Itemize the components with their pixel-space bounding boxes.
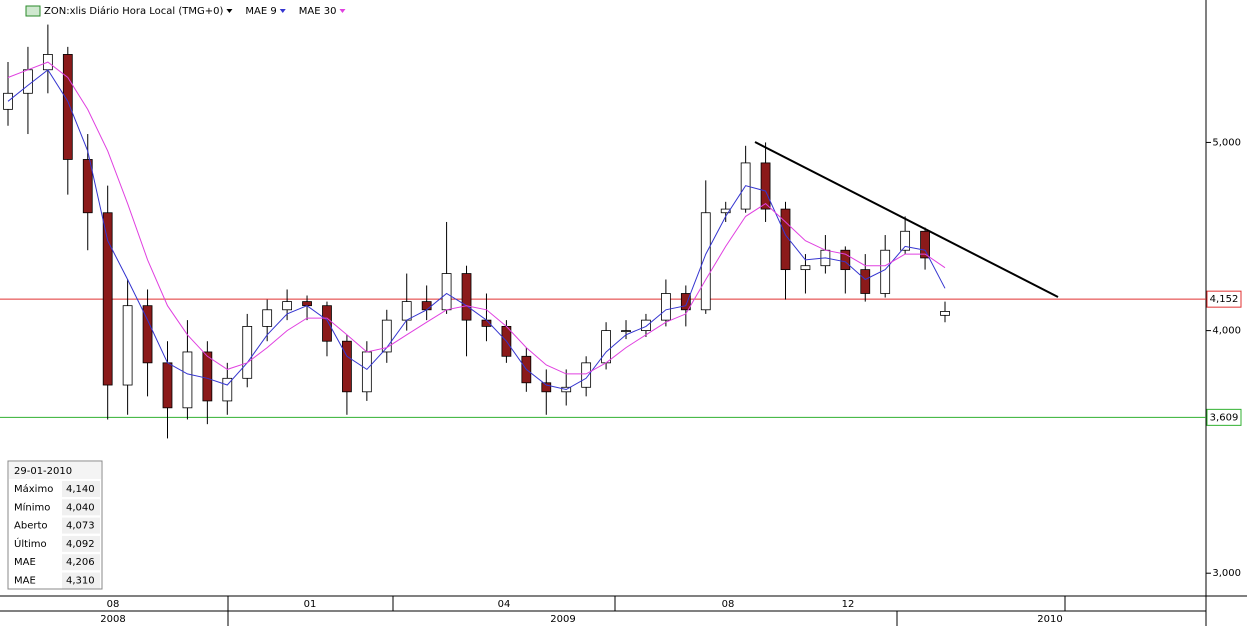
candle-body	[541, 382, 552, 393]
info-value: 4,140	[66, 484, 95, 495]
x-tick-label: 04	[498, 599, 511, 610]
candle-body	[202, 351, 213, 402]
info-value: 4,206	[66, 557, 95, 568]
candle-body	[142, 305, 153, 364]
trend-line	[754, 141, 1059, 298]
candle-body	[3, 92, 13, 110]
candle-body	[581, 362, 592, 388]
year-label: 2009	[550, 614, 575, 625]
candle-body	[361, 351, 372, 393]
y-tick-label: 3,000	[1212, 568, 1241, 579]
candle-body	[381, 319, 392, 353]
candle-body	[661, 293, 671, 321]
info-value: 4,310	[66, 576, 95, 587]
info-value-bg	[62, 499, 100, 516]
legend-dropdown[interactable]	[339, 9, 346, 13]
candle-body	[680, 293, 691, 311]
info-value-bg	[62, 517, 100, 534]
legend-entry[interactable]: MAE 9	[245, 6, 276, 17]
info-label: Aberto	[14, 521, 48, 532]
candle-body	[302, 301, 312, 307]
candle-body	[940, 311, 950, 316]
candle-body	[621, 330, 631, 333]
candle-body	[780, 208, 791, 271]
x-tick-label: 01	[304, 599, 317, 610]
legend-entry[interactable]: ZON:xlis Diário Hora Local (TMG+0)	[44, 5, 224, 17]
info-value-bg	[62, 572, 100, 589]
candle-body	[601, 330, 611, 364]
info-label: Máximo	[14, 483, 53, 495]
candle-body	[62, 54, 73, 160]
level-label-box	[1206, 408, 1242, 426]
candle-body	[82, 159, 93, 214]
info-value-bg	[62, 535, 100, 552]
candle-body	[700, 212, 711, 311]
info-date-bg	[9, 462, 101, 479]
candle-body	[860, 269, 871, 294]
info-value-bg	[62, 554, 100, 571]
candle-body	[182, 351, 193, 409]
candle-body	[122, 305, 133, 386]
info-value: 4,073	[66, 521, 95, 532]
candle-body	[800, 265, 811, 271]
x-tick-label: 08	[107, 599, 120, 610]
candle-body	[720, 208, 731, 214]
x-tick-label: 08	[722, 599, 735, 610]
moving-average-line	[7, 61, 946, 375]
legend-dropdown[interactable]	[226, 9, 233, 13]
year-label: 2008	[100, 614, 125, 625]
candle-body	[760, 162, 771, 210]
y-tick-label: 5,000	[1212, 137, 1241, 148]
level-label: 3,609	[1210, 412, 1239, 423]
level-label: 4,152	[1210, 294, 1239, 305]
legend-entry[interactable]: MAE 30	[299, 6, 337, 17]
info-label: Mínimo	[14, 501, 50, 513]
candle-body	[262, 309, 273, 327]
y-tick-label: 4,000	[1212, 326, 1241, 337]
candle-body	[900, 230, 911, 251]
moving-average-line	[7, 69, 946, 391]
info-label: Último	[14, 537, 47, 550]
year-label: 2010	[1037, 614, 1062, 625]
candle-body	[102, 212, 113, 386]
candle-body	[920, 230, 930, 259]
info-value-bg	[62, 481, 100, 497]
level-label-box	[1206, 290, 1242, 308]
info-value: 4,092	[66, 539, 95, 550]
candle-body	[162, 362, 173, 409]
candle-body	[880, 249, 891, 294]
candle-body	[461, 273, 472, 321]
candle-body	[282, 301, 292, 311]
info-label: MAE	[14, 557, 36, 568]
candle-body	[342, 340, 352, 393]
candle-body	[840, 249, 851, 271]
candle-body	[242, 326, 253, 379]
candle-body	[421, 301, 432, 311]
candle-body	[222, 377, 233, 402]
legend-icon	[25, 5, 41, 17]
info-value: 4,040	[66, 502, 95, 513]
candle-body	[23, 69, 33, 94]
candle-body	[401, 301, 412, 321]
info-date: 29-01-2010	[14, 466, 72, 477]
info-label: MAE	[14, 576, 36, 587]
x-tick-label: 12	[842, 599, 855, 610]
candle-body	[322, 305, 332, 342]
legend-dropdown[interactable]	[279, 9, 286, 13]
candle-body	[641, 319, 651, 332]
candle-body	[441, 273, 452, 311]
